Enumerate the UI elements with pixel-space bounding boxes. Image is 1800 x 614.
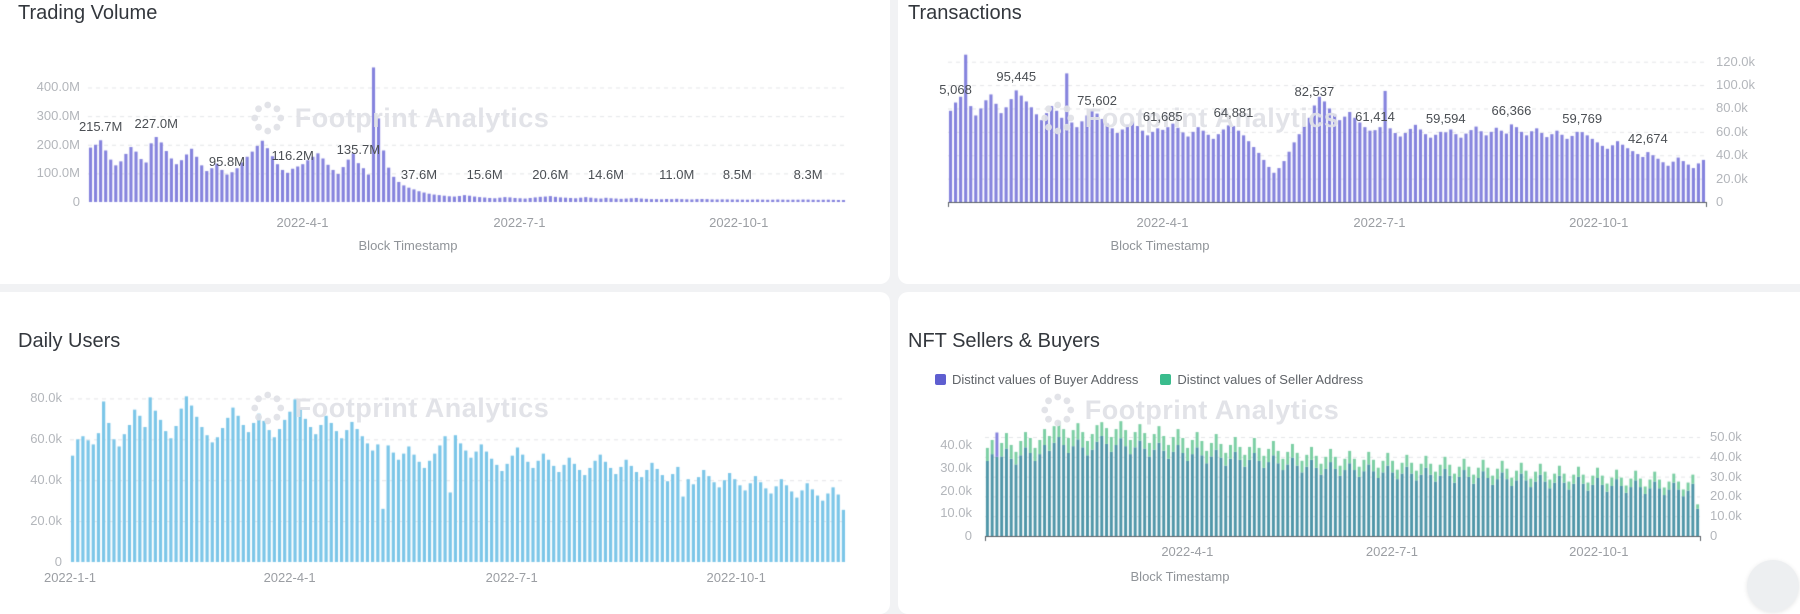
trading-volume-y-tick: 100.0M — [36, 165, 80, 181]
trading-volume-x-tick: 2022-7-1 — [493, 215, 546, 230]
charts-canvas — [0, 0, 1800, 588]
nft-sellers-buyers-y-tick-right: 10.0k — [1710, 508, 1742, 524]
daily-users-y-tick: 80.0k — [30, 390, 62, 406]
transactions-y-tick: 40.0k — [1716, 147, 1748, 163]
daily-users-y-tick: 60.0k — [30, 431, 62, 447]
transactions-title: Transactions — [908, 2, 1022, 24]
legend-buyer-label: Distinct values of Buyer Address — [952, 372, 1139, 387]
trading-volume-data-label: 20.6M — [532, 167, 569, 182]
transactions-y-tick: 120.0k — [1716, 53, 1756, 69]
trading-volume-data-label: 11.0M — [659, 167, 695, 182]
daily-users-title: Daily Users — [18, 330, 121, 352]
transactions-data-label: 5,068 — [939, 81, 972, 97]
trading-volume-y-tick: 400.0M — [36, 79, 80, 95]
nft-sellers-buyers-title: NFT Sellers & Buyers — [908, 330, 1100, 352]
nft-sellers-buyers-y-tick-right: 50.0k — [1710, 429, 1742, 445]
nft-sellers-buyers-x-tick: 2022-10-1 — [1569, 544, 1629, 559]
chat-fab[interactable] — [1747, 560, 1799, 612]
buyer-swatch-icon — [935, 374, 946, 385]
trading-volume-title: Trading Volume — [18, 2, 158, 24]
daily-users-x-tick: 2022-4-1 — [263, 570, 316, 585]
transactions-data-label: 42,674 — [1627, 131, 1668, 147]
nft-sellers-buyers-y-tick-left: 10.0k — [940, 505, 972, 521]
transactions-data-label: 66,366 — [1491, 103, 1532, 119]
nft-sellers-buyers-y-tick-right: 0 — [1710, 528, 1718, 543]
transactions-y-tick: 80.0k — [1716, 100, 1748, 116]
trading-volume-y-tick: 0 — [72, 194, 80, 209]
nft-sellers-buyers-y-tick-left: 30.0k — [940, 459, 972, 475]
trading-volume-data-label: 15.6M — [466, 167, 503, 182]
transactions-x-tick: 2022-4-1 — [1136, 215, 1189, 230]
transactions-data-label: 61,414 — [1355, 109, 1395, 125]
nft-sellers-buyers-x-tick: 2022-7-1 — [1365, 544, 1418, 559]
daily-users-x-tick: 2022-7-1 — [485, 570, 538, 585]
trading-volume-data-label: 116.2M — [271, 147, 314, 163]
transactions-y-tick: 0 — [1716, 194, 1724, 209]
transactions-data-label: 59,594 — [1425, 111, 1466, 127]
trading-volume-data-label: 14.6M — [587, 167, 625, 182]
daily-users-x-tick: 2022-1-1 — [43, 570, 97, 585]
trading-volume-y-tick: 200.0M — [36, 136, 80, 152]
transactions-data-label: 64,881 — [1213, 105, 1254, 121]
nft-sellers-buyers-x-tick: 2022-4-1 — [1161, 544, 1214, 559]
daily-users-y-tick: 20.0k — [30, 513, 62, 529]
transactions-x-tick: 2022-7-1 — [1353, 215, 1406, 230]
nft-x-axis-title: Block Timestamp — [1130, 569, 1230, 584]
nft-sellers-buyers-y-tick-right: 40.0k — [1710, 448, 1742, 464]
legend-item-buyer[interactable]: Distinct values of Buyer Address — [935, 372, 1138, 387]
transactions-data-label: 61,685 — [1142, 108, 1183, 124]
transactions-y-tick: 20.0k — [1716, 170, 1748, 186]
trading-volume-data-label: 227.0M — [134, 116, 178, 132]
daily-users-x-tick: 2022-10-1 — [706, 570, 766, 585]
nft-sellers-buyers-y-tick-left: 0 — [964, 528, 972, 543]
seller-swatch-icon — [1160, 374, 1172, 385]
transactions-data-label: 82,537 — [1294, 84, 1335, 100]
trading-volume-data-label: 215.7M — [78, 119, 123, 135]
transactions-x-axis-title: Block Timestamp — [1110, 238, 1210, 253]
trading-volume-data-label: 37.6M — [400, 167, 438, 182]
trading-volume-data-label: 8.3M — [793, 167, 823, 182]
nft-sellers-buyers-y-tick-left: 40.0k — [940, 437, 972, 453]
nft-sellers-buyers-y-tick-right: 30.0k — [1710, 468, 1742, 484]
nft-sellers-buyers-y-tick-right: 20.0k — [1710, 488, 1742, 504]
trading-volume-x-axis-title: Block Timestamp — [358, 238, 458, 253]
transactions-data-label: 59,769 — [1562, 111, 1603, 127]
trading-volume-data-label: 135.7M — [336, 142, 381, 158]
legend-seller-label: Distinct values of Seller Address — [1177, 372, 1364, 387]
trading-volume-data-label: 95.8M — [208, 153, 246, 169]
daily-users-y-tick: 40.0k — [30, 472, 62, 488]
nft-legend: Distinct values of Buyer Address Distinc… — [935, 372, 1363, 387]
transactions-data-label: 95,445 — [996, 69, 1037, 85]
trading-volume-x-tick: 2022-4-1 — [276, 215, 329, 230]
nft-sellers-buyers-y-tick-left: 20.0k — [940, 482, 972, 498]
trading-volume-x-tick: 2022-10-1 — [709, 215, 769, 230]
transactions-data-label: 75,602 — [1077, 92, 1117, 108]
transactions-y-tick: 60.0k — [1716, 123, 1748, 139]
legend-item-seller[interactable]: Distinct values of Seller Address — [1160, 372, 1363, 387]
daily-users-y-tick: 0 — [54, 554, 62, 569]
transactions-y-tick: 100.0k — [1716, 77, 1756, 93]
trading-volume-y-tick: 300.0M — [36, 108, 80, 124]
trading-volume-data-label: 8.5M — [722, 167, 752, 182]
transactions-x-tick: 2022-10-1 — [1569, 215, 1629, 230]
